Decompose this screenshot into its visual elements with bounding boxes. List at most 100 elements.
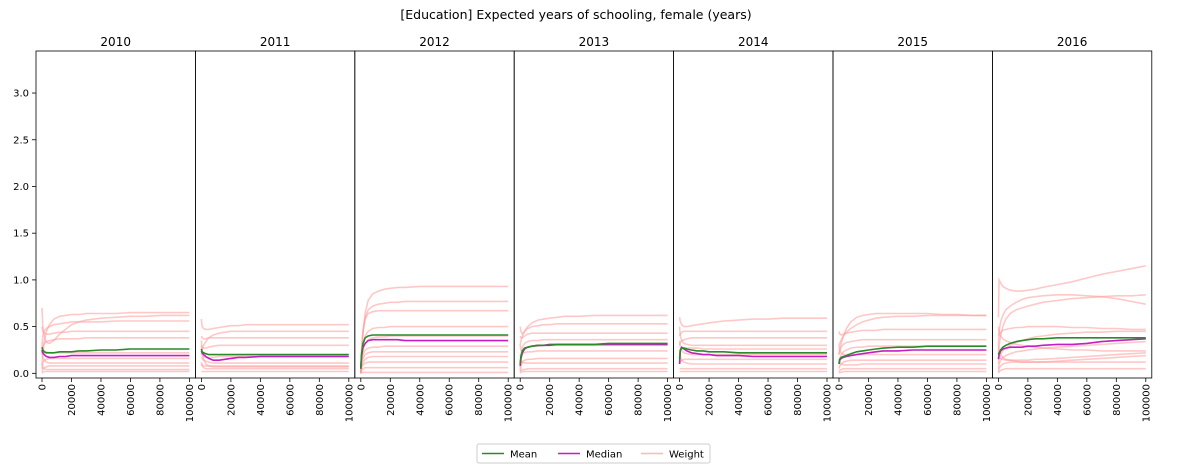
weight-line <box>838 312 987 355</box>
panel-title: 2010 <box>100 35 131 49</box>
x-tick-label: 20000 <box>545 384 556 416</box>
weight-line <box>997 265 1146 318</box>
x-tick-label: 80000 <box>634 384 645 416</box>
weight-line <box>678 337 827 346</box>
x-tick-label: 60000 <box>923 384 934 416</box>
weight-line <box>519 367 668 372</box>
weight-line <box>200 344 349 349</box>
x-tick-label: 40000 <box>415 384 426 416</box>
weight-line <box>678 349 827 365</box>
legend-median-label: Median <box>586 450 622 461</box>
x-tick-label: 100000 <box>504 384 515 422</box>
weight-line <box>360 371 509 374</box>
panel-2014: 2014 0 20000 40000 60000 80000 100000 <box>673 35 834 422</box>
weight-line <box>519 323 668 346</box>
weight-line <box>41 357 190 369</box>
weight-line <box>838 345 987 356</box>
panel-2013: 2013 0 20000 40000 60000 80000 100000 <box>513 35 675 422</box>
weight-line <box>41 345 190 354</box>
x-tick-label: 40000 <box>1053 384 1064 416</box>
mean-line <box>200 348 349 356</box>
mean-line <box>519 342 668 365</box>
weight-line <box>838 367 987 372</box>
x-tick-label: 0 <box>197 384 208 390</box>
weight-line <box>678 330 827 337</box>
weight-line <box>41 349 190 364</box>
series-group <box>519 314 668 374</box>
weight-line <box>200 340 349 368</box>
x-tick-label: 60000 <box>604 384 615 416</box>
mean-line <box>997 337 1146 355</box>
weight-line <box>360 351 509 374</box>
weight-line <box>200 356 349 364</box>
mean-line <box>41 347 190 354</box>
panel-frame <box>673 50 834 379</box>
weight-line <box>838 314 987 346</box>
x-tick-label: 40000 <box>96 384 107 416</box>
panel-2010: 2010 0 20000 40000 60000 80000 100000 0.0 0.5 1.0… <box>13 35 196 422</box>
x-tick-label: 40000 <box>893 384 904 416</box>
weight-line <box>838 338 987 355</box>
median-line <box>838 349 987 365</box>
y-tick-label: 2.0 <box>13 182 29 193</box>
weight-line <box>360 355 509 374</box>
weight-line <box>200 335 349 340</box>
x-tick-label: 40000 <box>256 384 267 416</box>
weight-line <box>519 338 668 365</box>
legend-frame <box>476 443 711 464</box>
weight-line <box>997 294 1146 355</box>
weight-line <box>997 367 1146 374</box>
legend: Mean Median Weight <box>476 443 711 464</box>
figure-title: [Education] Expected years of schooling,… <box>400 7 751 22</box>
x-tick-label: 100000 <box>344 384 355 422</box>
weight-line <box>360 285 509 374</box>
weight-line <box>360 309 509 374</box>
y-tick-label: 3.0 <box>13 89 29 100</box>
x-tick-label: 100000 <box>185 384 196 422</box>
weight-line <box>997 352 1146 361</box>
x-tick-label: 40000 <box>575 384 586 416</box>
series-group <box>200 319 349 373</box>
panel-title: 2013 <box>579 35 610 49</box>
x-tick-label: 100000 <box>823 384 834 422</box>
x-tick-label: 20000 <box>386 384 397 416</box>
x-tick-label: 100000 <box>1141 384 1152 422</box>
x-tick-label: 80000 <box>155 384 166 416</box>
x-tick-label: 60000 <box>1082 384 1093 416</box>
weight-line <box>519 332 668 339</box>
x-tick-label: 80000 <box>1112 384 1123 416</box>
panel-title: 2016 <box>1057 35 1088 49</box>
panel-frame <box>354 50 515 379</box>
x-tick-label: 60000 <box>445 384 456 416</box>
panel-title: 2012 <box>419 35 450 49</box>
weight-line <box>200 319 349 331</box>
weight-line <box>41 370 190 374</box>
series-group <box>678 317 827 373</box>
panel-2015: 2015 0 20000 40000 60000 80000 100000 <box>832 35 993 422</box>
series-group <box>997 265 1146 374</box>
weight-line <box>200 330 349 355</box>
legend-mean-label: Mean <box>510 450 537 461</box>
x-tick-label: 0 <box>994 384 1005 390</box>
panel-title: 2014 <box>738 35 769 49</box>
y-tick-label: 1.5 <box>13 229 29 240</box>
x-tick-label: 80000 <box>315 384 326 416</box>
weight-line <box>41 326 190 335</box>
panel-title: 2015 <box>897 35 928 49</box>
median-line <box>41 349 190 359</box>
series-group <box>838 312 987 374</box>
weight-line <box>519 370 668 374</box>
x-tick-label: 0 <box>38 384 49 390</box>
panel-frame <box>513 50 675 379</box>
series-group <box>41 307 190 374</box>
weight-line <box>41 363 190 371</box>
x-tick-label: 60000 <box>126 384 137 416</box>
weight-line <box>360 345 509 374</box>
x-tick-label: 80000 <box>793 384 804 416</box>
weight-line <box>519 345 668 354</box>
mean-line <box>360 334 509 369</box>
y-tick-label: 2.5 <box>13 135 29 146</box>
weight-line <box>678 317 827 328</box>
weight-line <box>200 361 349 370</box>
